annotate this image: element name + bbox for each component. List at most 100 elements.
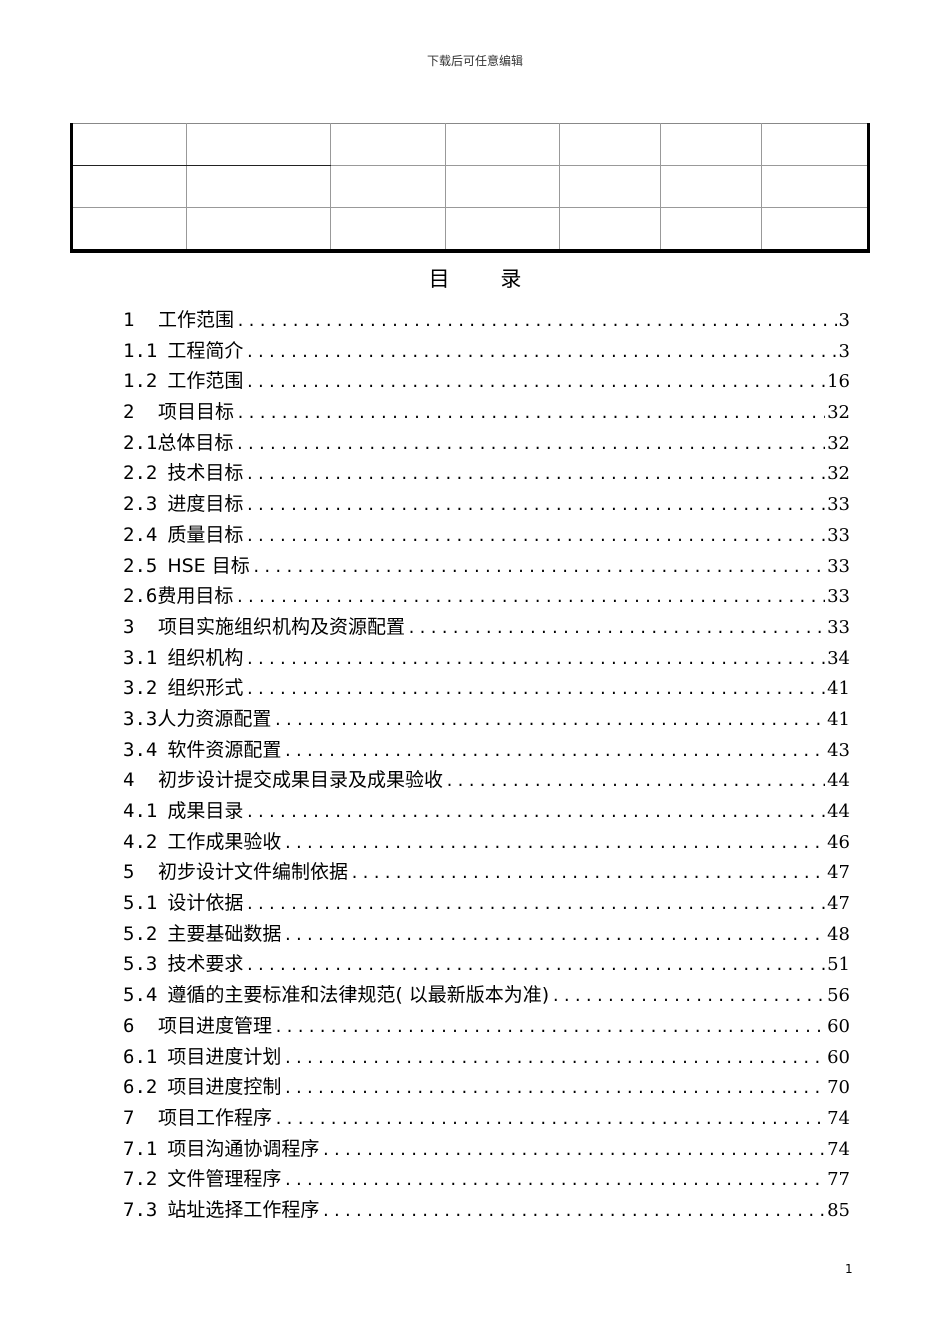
table-of-contents: 1工作范围31.1工程简介31.2工作范围162项目目标322.1总体目标322… <box>123 305 850 1226</box>
toc-entry-page: 32 <box>827 402 850 424</box>
toc-entry-page: 32 <box>827 432 850 454</box>
toc-leader-dots <box>245 644 825 675</box>
toc-entry-page: 33 <box>827 616 850 638</box>
table-cell <box>761 123 869 166</box>
toc-entry-page: 33 <box>827 555 850 577</box>
toc-leader-dots <box>236 398 825 429</box>
toc-entry[interactable]: 5.4 遵循的主要标准和法律规范( 以最新版本为准) 56 <box>123 980 850 1011</box>
toc-entry[interactable]: 1.1 工程简介 3 <box>123 336 850 367</box>
table-cell <box>330 165 446 208</box>
toc-entry-page: 3 <box>838 340 850 362</box>
toc-entry-number: 3.1 <box>123 646 158 669</box>
toc-entry-page: 60 <box>827 1015 850 1037</box>
table-cell <box>330 123 446 166</box>
toc-entry-number: 4.1 <box>123 800 158 822</box>
toc-entry-number: 5.4 <box>123 984 158 1007</box>
toc-entry[interactable]: 2.4 质量目标 33 <box>123 520 850 551</box>
toc-entry-label: 项目目标 <box>158 401 235 424</box>
toc-leader-dots <box>245 367 825 398</box>
toc-entry-page: 33 <box>827 494 850 516</box>
toc-leader-dots <box>445 766 825 797</box>
toc-entry[interactable]: 7.1 项目沟通协调程序 74 <box>123 1134 850 1165</box>
toc-entry[interactable]: 3.2 组织形式 41 <box>123 673 850 704</box>
toc-entry-page: 33 <box>827 524 850 546</box>
toc-entry-label: 工作成果验收 <box>167 830 282 853</box>
toc-entry-number: 5.3 <box>123 953 158 976</box>
toc-entry[interactable]: 4.1 成果目录 44 <box>123 796 850 827</box>
table-cell <box>761 207 869 252</box>
toc-leader-dots <box>273 705 825 736</box>
toc-entry-page: 74 <box>827 1107 850 1129</box>
toc-entry[interactable]: 6.1 项目进度计划 60 <box>123 1042 850 1073</box>
toc-entry[interactable]: 3 项目实施组织机构及资源配置 33 <box>123 612 850 643</box>
toc-entry-number: 7.1 <box>123 1137 158 1160</box>
toc-leader-dots <box>235 582 825 613</box>
toc-entry-page: 33 <box>827 586 850 608</box>
toc-entry-page: 51 <box>827 954 850 976</box>
toc-entry[interactable]: 7.3 站址选择工作程序 85 <box>123 1195 850 1226</box>
toc-entry[interactable]: 7.2 文件管理程序 77 <box>123 1164 850 1195</box>
table-cell <box>186 123 331 166</box>
toc-entry-page: 70 <box>827 1077 850 1099</box>
page-header: 下载后可任意编辑 <box>426 54 523 68</box>
toc-entry[interactable]: 3.4 软件资源配置 43 <box>123 735 850 766</box>
toc-entry[interactable]: 5 初步设计文件编制依据 47 <box>123 857 850 888</box>
toc-entry[interactable]: 2.3 进度目标 33 <box>123 489 850 520</box>
toc-entry-label: 项目实施组织机构及资源配置 <box>158 615 406 638</box>
toc-entry[interactable]: 5.2 主要基础数据 48 <box>123 919 850 950</box>
toc-entry-number: 1 <box>123 309 135 331</box>
toc-entry-label: HSE 目标 <box>167 554 250 577</box>
toc-entry-number: 2.6 <box>123 585 158 608</box>
toc-entry[interactable]: 6.2 项目进度控制 70 <box>123 1072 850 1103</box>
toc-entry[interactable]: 1.2 工作范围 16 <box>123 366 850 397</box>
toc-entry-label: 初步设计文件编制依据 <box>158 861 349 884</box>
toc-entry-label: 人力资源配置 <box>157 707 272 730</box>
toc-entry-number: 7.2 <box>123 1168 158 1191</box>
toc-entry[interactable]: 3.1 组织机构 34 <box>123 643 850 674</box>
toc-entry-page: 56 <box>827 985 850 1007</box>
toc-entry[interactable]: 6 项目进度管理 60 <box>123 1011 850 1042</box>
toc-entry[interactable]: 4 初步设计提交成果目录及成果验收 44 <box>123 765 850 796</box>
toc-leader-dots <box>245 337 836 368</box>
toc-entry[interactable]: 2.5 HSE 目标 33 <box>123 551 850 582</box>
toc-leader-dots <box>283 1165 825 1196</box>
toc-leader-dots <box>283 920 825 951</box>
toc-entry-page: 85 <box>827 1199 850 1221</box>
toc-leader-dots <box>321 1135 825 1166</box>
toc-leader-dots <box>283 1043 825 1074</box>
toc-entry-number: 3 <box>123 615 135 638</box>
table-cell <box>186 207 331 252</box>
toc-entry[interactable]: 2.2 技术目标 32 <box>123 458 850 489</box>
toc-entry[interactable]: 2 项目目标 32 <box>123 397 850 428</box>
toc-entry-number: 5.1 <box>123 892 158 915</box>
toc-entry-number: 2.5 <box>123 554 158 577</box>
toc-entry-page: 41 <box>827 678 850 700</box>
toc-leader-dots <box>236 306 837 337</box>
toc-entry[interactable]: 4.2 工作成果验收 46 <box>123 827 850 858</box>
table-row <box>71 207 869 252</box>
toc-entry-number: 3.3 <box>123 707 158 730</box>
toc-entry-page: 16 <box>827 371 850 393</box>
toc-entry-number: 2.3 <box>123 493 158 516</box>
table-cell <box>71 165 187 208</box>
toc-leader-dots <box>274 1104 825 1135</box>
toc-entry-number: 6.2 <box>123 1076 158 1099</box>
toc-entry-number: 1.2 <box>123 370 158 393</box>
toc-entry-page: 60 <box>827 1046 850 1068</box>
table-cell <box>445 165 560 208</box>
table-cell <box>559 207 661 252</box>
toc-entry-number: 2 <box>123 401 135 424</box>
toc-entry-number: 2.2 <box>123 462 158 485</box>
toc-entry[interactable]: 5.3 技术要求 51 <box>123 949 850 980</box>
toc-entry-number: 1.1 <box>123 339 158 362</box>
toc-entry[interactable]: 5.1 设计依据 47 <box>123 888 850 919</box>
table-cell <box>330 207 446 252</box>
toc-entry[interactable]: 7 项目工作程序 74 <box>123 1103 850 1134</box>
toc-entry-number: 2.1 <box>123 431 158 454</box>
table-cell <box>445 123 560 166</box>
toc-entry[interactable]: 1 工作范围 3 <box>123 305 850 336</box>
toc-entry-page: 32 <box>827 463 850 485</box>
